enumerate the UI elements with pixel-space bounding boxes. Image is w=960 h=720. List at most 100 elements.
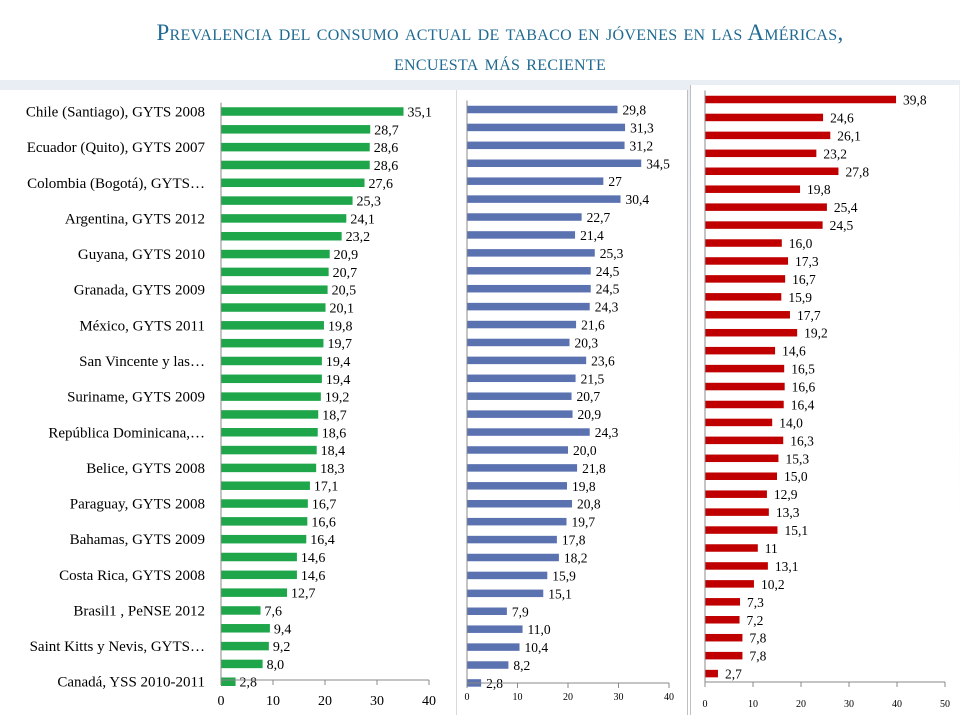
bar [705,526,778,534]
data-label: 24,3 [595,425,619,440]
category-label: Ecuador (Quito), GYTS 2007 [27,140,206,156]
bar [467,553,559,562]
data-label: 9,2 [273,640,291,655]
data-label: 11,0 [528,622,551,637]
category-label: Costa Rica, GYTS 2008 [59,568,205,584]
data-label: 7,2 [747,613,764,628]
data-label: 16,7 [312,498,337,513]
data-label: 20,5 [332,284,357,299]
page-title: Prevalencia del consumo actual de tabaco… [60,18,940,78]
bar [221,517,308,526]
data-label: 16,6 [792,380,816,395]
bar [221,624,270,633]
bar [467,446,568,454]
data-label: 14,0 [779,415,803,430]
data-label: 19,8 [807,182,831,197]
x-tick-label: 20 [796,699,806,710]
data-label: 12,7 [291,587,316,602]
bar [221,677,236,686]
bar [467,231,576,239]
data-label: 21,4 [580,228,604,243]
data-label: 21,6 [581,318,605,333]
bar [467,482,567,490]
data-label: 13,1 [775,559,799,574]
bar [467,177,604,185]
data-label: 7,9 [512,604,529,619]
bar [221,481,310,490]
bar [705,562,768,570]
bar [705,633,743,642]
data-label: 16,6 [311,515,336,530]
data-label: 25,4 [834,200,858,215]
x-tick-label: 40 [892,699,902,710]
data-label: 30,4 [626,192,650,207]
x-tick-label: 0 [218,694,225,709]
bar [221,285,328,294]
data-label: 8,0 [267,658,285,673]
bar [221,160,370,170]
data-label: 27 [608,174,622,189]
bar [221,570,297,580]
bar [467,392,572,400]
category-label: México, GYTS 2011 [79,318,205,334]
bar [221,321,324,330]
data-label: 18,2 [564,551,588,566]
bar [467,338,570,347]
bar [705,472,777,480]
category-label: República Dominicana,… [48,425,205,441]
data-label: 22,7 [587,210,611,225]
category-label: Brasil1 , PeNSE 2012 [73,603,205,619]
data-label: 15,1 [784,523,808,538]
data-label: 16,0 [789,236,813,251]
data-label: 10,2 [761,577,785,592]
x-tick-label: 20 [318,694,332,709]
data-label: 16,5 [791,362,815,377]
bar [467,284,591,293]
bar [221,374,322,384]
bar [705,544,758,552]
bar [221,606,261,615]
data-label: 15,9 [788,290,812,305]
bar [467,571,548,580]
data-label: 16,4 [310,533,335,548]
bar [221,142,370,152]
data-label: 15,9 [552,568,576,583]
data-label: 23,2 [823,146,847,161]
bar [705,257,789,265]
data-label: 7,8 [749,649,766,664]
data-label: 18,4 [321,444,346,459]
x-tick-label: 50 [940,699,950,710]
bar [705,275,786,283]
data-label: 15,3 [785,451,809,466]
bar [705,311,790,319]
data-label: 16,3 [790,433,814,448]
data-label: 14,6 [301,551,326,566]
bar [467,249,595,257]
x-tick-label: 30 [614,692,624,703]
bar [467,267,591,275]
data-label: 18,6 [322,426,347,441]
bar [705,454,779,463]
data-label: 19,4 [326,373,351,388]
data-label: 10,4 [525,640,549,655]
bar [221,552,297,562]
bar [467,643,520,651]
bar [705,616,740,624]
data-label: 21,5 [581,371,605,386]
data-label: 28,6 [374,141,399,156]
bar [221,499,308,508]
data-label: 19,2 [325,391,350,406]
bar [467,374,576,383]
data-label: 8,2 [513,658,530,673]
bar [221,356,322,366]
data-label: 20,7 [577,389,601,404]
bar [221,588,288,597]
bar [705,167,839,176]
data-label: 24,5 [596,282,620,297]
data-label: 28,6 [374,159,399,174]
title-line-1: Prevalencia del consumo actual de tabaco… [156,20,844,45]
data-label: 31,2 [630,138,654,153]
bar [221,214,347,223]
data-label: 15,0 [784,469,808,484]
x-tick-label: 30 [844,699,854,710]
